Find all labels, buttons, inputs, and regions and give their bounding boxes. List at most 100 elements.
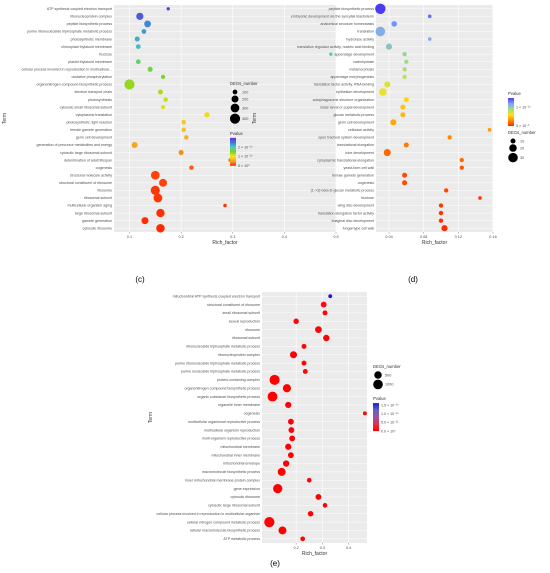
term-label: appendage development — [334, 52, 374, 56]
data-point — [204, 112, 210, 118]
term-label: tube development — [345, 151, 374, 155]
data-point — [156, 208, 165, 218]
size-legend-title: DEGs_number — [230, 81, 258, 86]
chart-panel-e: mitochondrial ATP synthesis coupled elec… — [148, 292, 401, 568]
term-label: structural constituent of ribosome — [59, 181, 112, 185]
x-tick-label: 0.1 — [127, 235, 132, 239]
term-label: epithelium development — [336, 90, 374, 94]
term-label: anatomical structure homeostasis — [320, 22, 374, 26]
size-legend-label: 10 — [520, 139, 524, 143]
data-point — [156, 223, 165, 233]
data-point — [288, 427, 295, 433]
term-label: fructose — [361, 196, 374, 200]
term-label: macromolecule biosynthetic process — [202, 470, 260, 474]
data-point — [141, 217, 149, 225]
data-point — [147, 66, 153, 72]
data-point — [379, 88, 387, 96]
data-point — [320, 301, 327, 308]
x-axis-label-d: Rich_factor — [422, 240, 448, 246]
data-point — [362, 411, 367, 416]
term-label: hydrolase activity — [346, 37, 374, 41]
color-legend-label: 1 × 10⁻¹⁰ — [238, 155, 253, 159]
data-point — [157, 89, 163, 95]
term-label: translation — [357, 30, 374, 34]
panel-label-c: (c) — [135, 275, 145, 284]
data-point — [385, 43, 393, 50]
term-label: plastid thylakoid membrane — [68, 60, 112, 64]
term-label: ATP synthesis coupled electron transport — [47, 7, 112, 11]
term-label: metamorphosis — [349, 68, 374, 72]
size-legend-dot — [230, 103, 240, 113]
term-label: imaginal disc development — [332, 219, 374, 223]
size-legend-label: 300 — [242, 106, 248, 110]
data-point — [438, 210, 444, 216]
size-legend-dot — [374, 371, 382, 379]
color-legend-title: Pvalue — [508, 91, 521, 96]
term-label: peptide biosynthetic process — [67, 22, 113, 26]
data-point — [184, 135, 189, 140]
term-label: appendage morphogenesis — [330, 75, 374, 79]
term-label: yeast-form cell wall — [343, 166, 374, 170]
x-tick-label: 0.5 — [333, 235, 338, 239]
term-label: mitochondrial envelope — [223, 462, 260, 466]
term-label: gamete generation — [82, 219, 112, 223]
size-legend-label: 20 — [520, 146, 524, 150]
x-tick-labels-e: 0.2 0.3 0.4 — [293, 543, 351, 550]
term-label: mitochondrial inner membrane — [211, 453, 260, 457]
data-point — [189, 165, 194, 170]
data-point — [293, 318, 299, 325]
y-axis-label-e: Term — [148, 412, 154, 423]
term-label: oogenesis — [96, 166, 113, 170]
term-label: translational elongation — [337, 143, 374, 147]
x-tick-label: 0.3 — [320, 546, 325, 550]
term-label: cellulase activity — [348, 128, 374, 132]
x-tick-label: 0.12 — [455, 235, 462, 239]
data-point — [144, 20, 151, 28]
data-point — [322, 310, 328, 316]
term-label: cytosolic large ribosomal subunit — [60, 151, 112, 155]
data-point — [163, 97, 168, 102]
data-point — [384, 81, 391, 88]
size-legend-dot — [510, 138, 516, 144]
term-label: ribosomal subunit — [232, 336, 260, 340]
color-legend-label: 1 × 10⁻¹⁰ — [516, 106, 531, 110]
size-legend-label: 400 — [242, 117, 248, 121]
data-point — [135, 59, 141, 65]
data-point — [160, 74, 166, 79]
size-legend-label: 500 — [385, 373, 391, 377]
term-label: translation factor activity, RNA binding — [314, 83, 374, 87]
data-point — [375, 3, 386, 14]
data-point — [403, 97, 409, 103]
term-label: oogenesis — [358, 181, 375, 185]
size-legend-dot — [232, 89, 238, 95]
color-legend-label: 0.0 × 10⁰ — [381, 429, 396, 433]
data-point — [315, 326, 322, 334]
term-label: mitochondrial membrane — [220, 445, 260, 449]
data-point — [375, 26, 386, 37]
size-legend-label: 1000 — [385, 383, 393, 387]
x-tick-labels-c: 0.1 0.2 0.3 0.4 0.5 — [127, 232, 339, 239]
term-label: cellular process involved in reproductio… — [157, 512, 260, 516]
data-point — [478, 196, 482, 200]
gridlines-d — [376, 5, 494, 232]
color-legend-label: 5 × 10⁰ — [238, 164, 250, 168]
color-legend-label: 1.0 × 10⁻¹⁰ — [381, 412, 399, 416]
term-label: organelle inner membrane — [218, 403, 260, 407]
color-legend-bar — [508, 98, 514, 126]
term-label: ribonucleoprotein complex — [70, 15, 112, 19]
term-label: cytosolic large ribosomal subunit — [208, 504, 260, 508]
term-label: photosynthetic, light reaction — [66, 120, 112, 124]
x-tick-label: 0.3 — [230, 235, 235, 239]
term-label: chloroplast thylakoid membrane — [61, 45, 112, 49]
data-point — [390, 119, 397, 126]
term-label: translation regulator activity, nucleic … — [297, 45, 374, 49]
term-label: organonitrogen compound biosynthetic pro… — [36, 83, 112, 87]
data-point — [441, 225, 448, 232]
data-point — [269, 374, 280, 385]
term-label: purine ribonucleoside triphosphate metab… — [175, 361, 260, 365]
data-point — [278, 526, 287, 535]
data-point — [277, 467, 286, 476]
size-legend-label: 100 — [242, 90, 248, 94]
term-label: wing disc development — [338, 204, 374, 208]
data-points-c — [124, 7, 333, 233]
